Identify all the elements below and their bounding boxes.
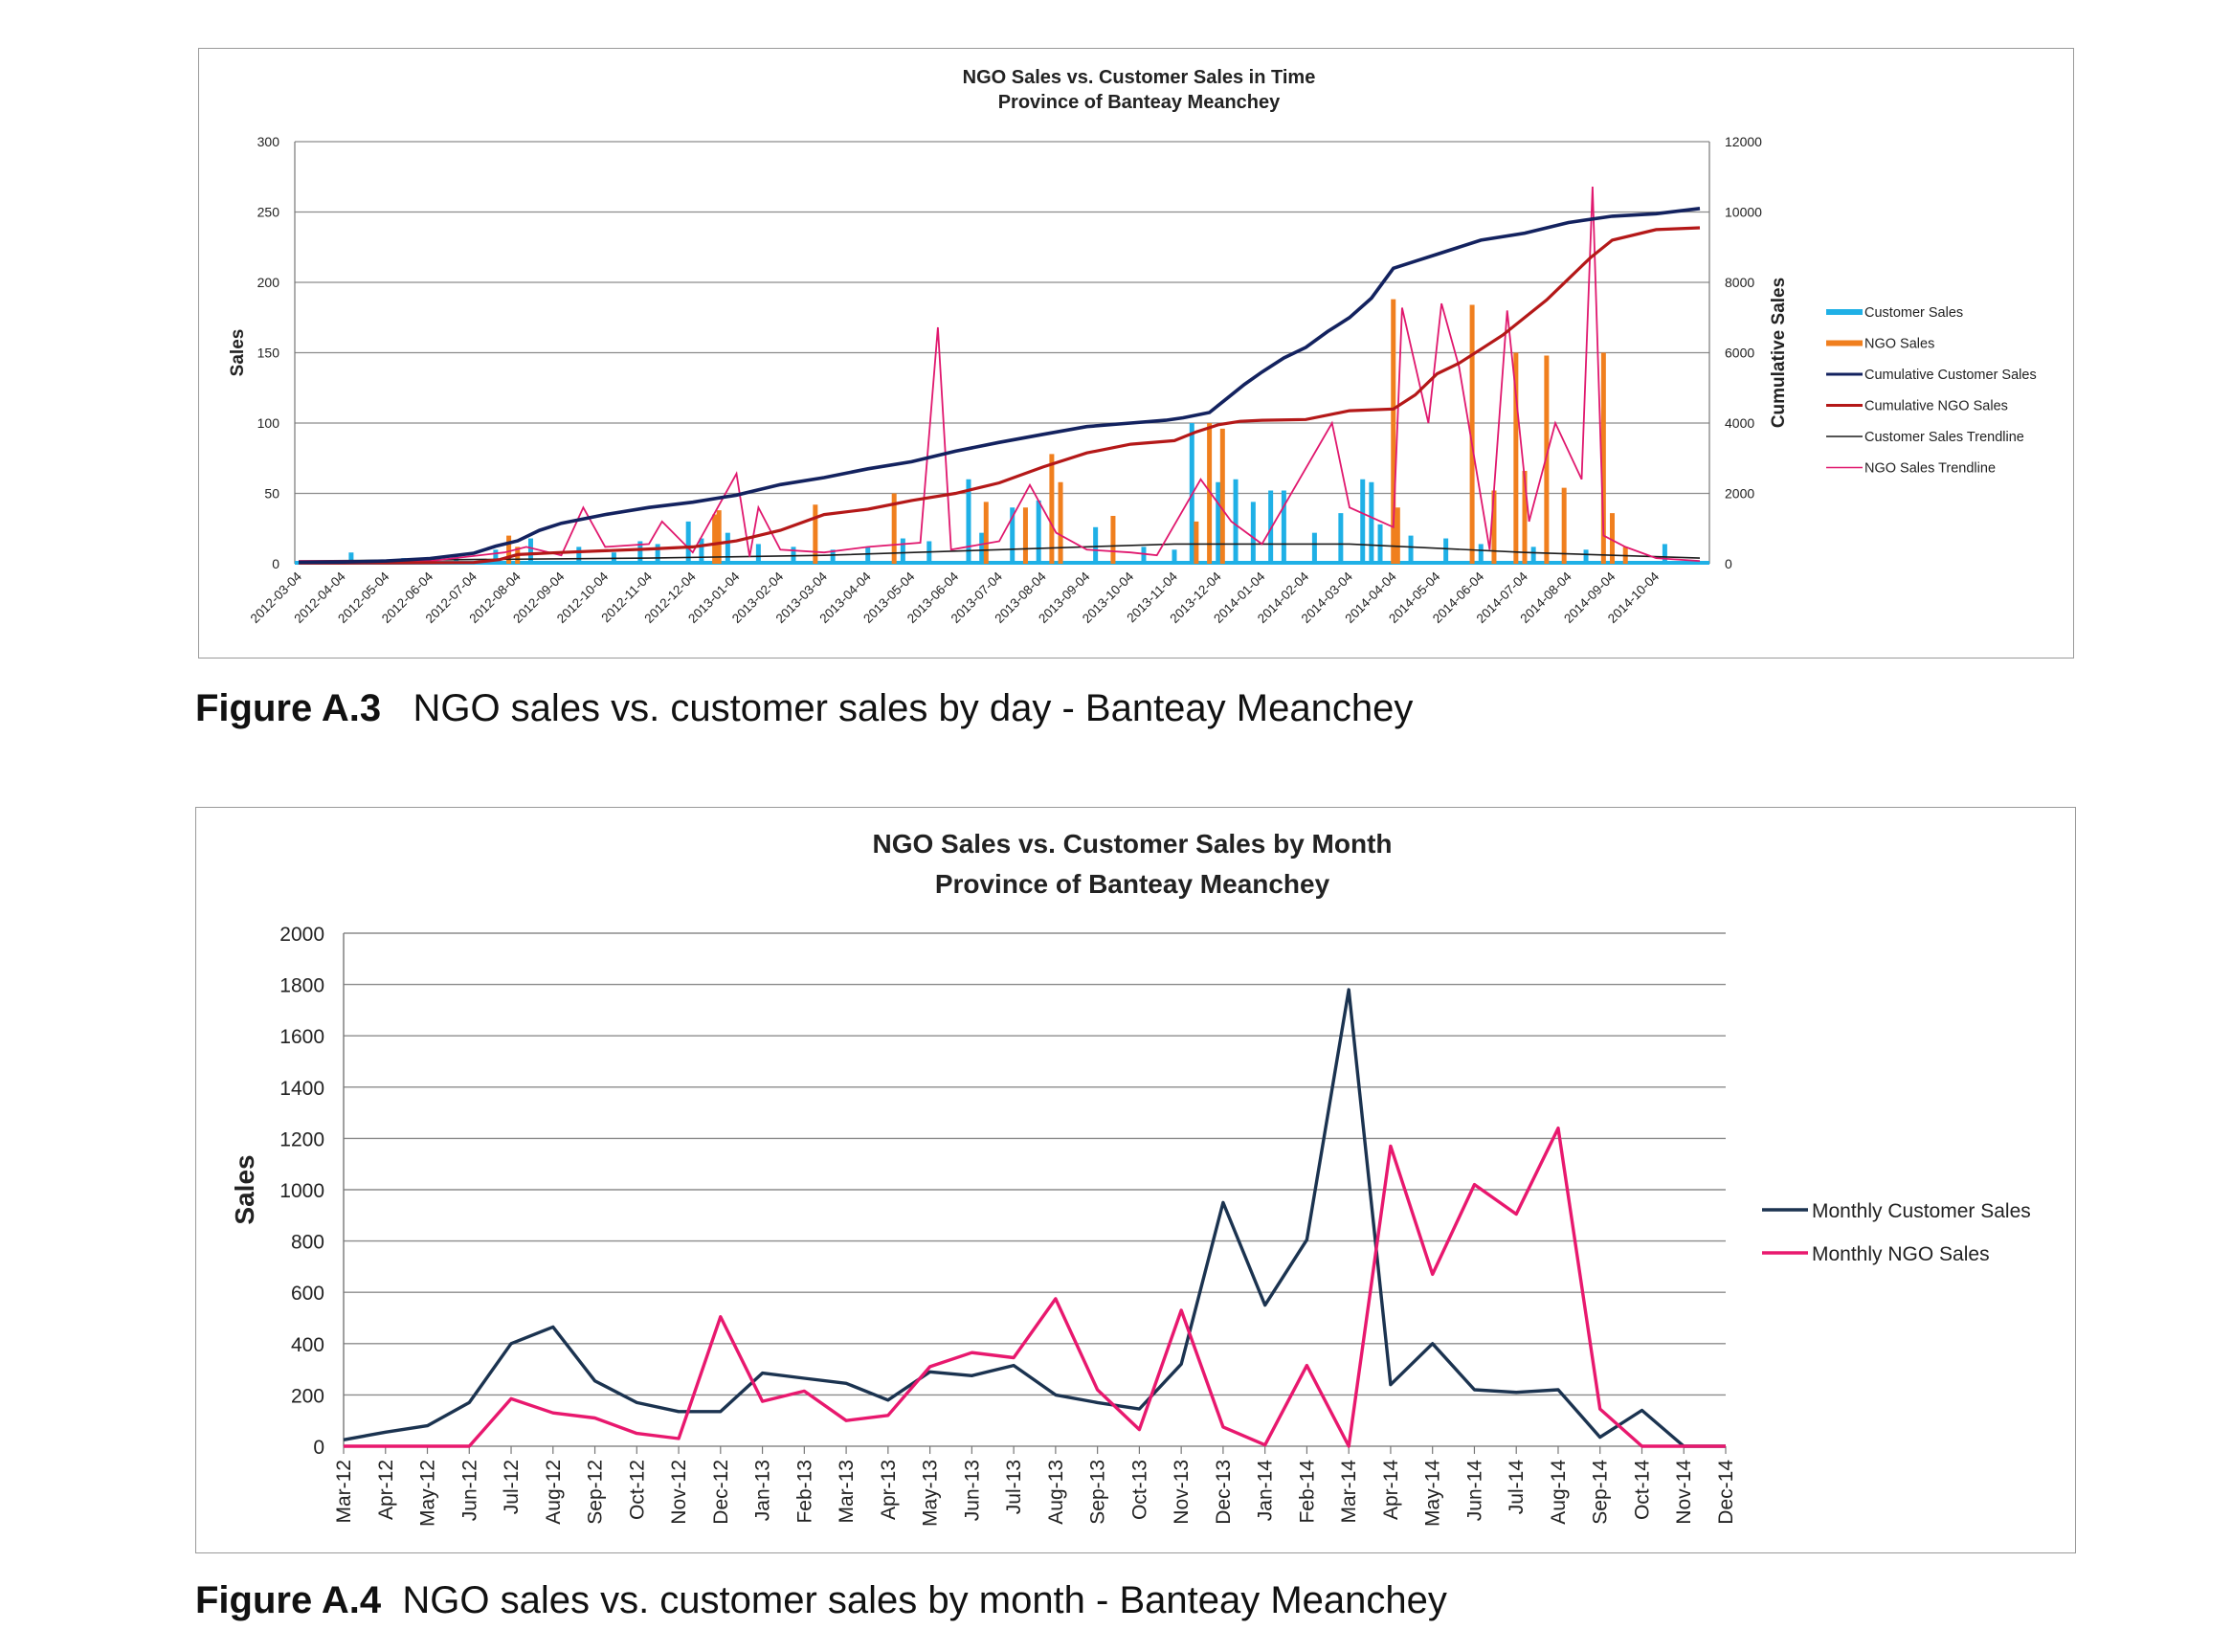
chart-title: NGO Sales vs. Customer Sales in Time <box>963 67 1316 88</box>
x-tick-label: Mar-12 <box>333 1460 355 1524</box>
x-tick-label: Oct-13 <box>1128 1460 1150 1520</box>
x-tick-label: Jul-14 <box>1506 1460 1528 1515</box>
legend-label: Customer Sales <box>1864 305 1963 321</box>
x-tick-label: Nov-13 <box>1171 1460 1193 1525</box>
y-tick-label: 800 <box>291 1232 324 1254</box>
x-tick-label: Jul-13 <box>1003 1460 1025 1514</box>
y-tick-label: 1600 <box>279 1026 324 1048</box>
y2-tick-label: 2000 <box>1725 486 1754 502</box>
x-tick-label: Jun-13 <box>961 1460 983 1521</box>
y-tick-label: 0 <box>272 556 279 571</box>
x-tick-label: Feb-13 <box>793 1460 815 1524</box>
y-tick-label: 300 <box>257 134 280 149</box>
y2-axis-label: Cumulative Sales <box>1769 278 1789 428</box>
y-axis-label: Sales <box>230 1154 259 1224</box>
chart-daily-frame: NGO Sales vs. Customer Sales in Time Prov… <box>198 48 2074 659</box>
x-tick-label: Sep-14 <box>1590 1460 1612 1525</box>
x-tick-label: Feb-14 <box>1296 1460 1318 1524</box>
y-tick-label: 0 <box>313 1437 324 1459</box>
y-tick-label: 600 <box>291 1283 324 1305</box>
chart-subtitle: Province of Banteay Meanchey <box>935 869 1330 899</box>
x-tick-label: Dec-13 <box>1213 1460 1235 1525</box>
x-tick-label: Jan-13 <box>752 1460 774 1521</box>
x-tick-label: Dec-12 <box>710 1460 732 1525</box>
x-tick-label: Apr-13 <box>878 1460 900 1520</box>
x-tick-label: Sep-12 <box>585 1460 607 1525</box>
y2-tick-label: 0 <box>1725 556 1732 571</box>
x-tick-label: Mar-14 <box>1338 1460 1360 1524</box>
x-tick-label: Jun-14 <box>1463 1460 1485 1522</box>
y2-tick-label: 4000 <box>1725 415 1754 431</box>
x-tick-label: Jan-14 <box>1255 1460 1277 1522</box>
customer-trendline <box>298 543 1701 562</box>
x-tick-label: Oct-12 <box>626 1460 648 1520</box>
chart-daily: NGO Sales vs. Customer Sales in Time Prov… <box>228 67 2037 626</box>
figure-a4-text: NGO sales vs. customer sales by month - … <box>402 1579 1447 1621</box>
x-tick-label: Aug-13 <box>1045 1460 1067 1525</box>
y-tick-label: 2000 <box>279 924 324 946</box>
y-tick-label: 200 <box>257 275 280 290</box>
y-tick-label: 1800 <box>279 975 324 997</box>
figure-a4-caption: Figure A.4 NGO sales vs. customer sales … <box>195 1579 1447 1622</box>
x-tick-label: Dec-14 <box>1715 1460 1737 1525</box>
chart-monthly: NGO Sales vs. Customer Sales by Month Pro… <box>230 829 2031 1527</box>
legend-label: Cumulative Customer Sales <box>1864 368 2037 383</box>
monthly-customer-line <box>343 988 1726 1448</box>
legend-label: Monthly Customer Sales <box>1812 1200 2031 1222</box>
y-tick-label: 200 <box>291 1385 324 1407</box>
y-tick-label: 1200 <box>279 1128 324 1150</box>
x-tick-label: Aug-14 <box>1548 1460 1570 1525</box>
x-tick-label: Jul-12 <box>501 1460 523 1514</box>
chart-monthly-frame: NGO Sales vs. Customer Sales by Month Pro… <box>195 807 2076 1553</box>
y-axis-label: Sales <box>228 329 248 377</box>
chart-subtitle: Province of Banteay Meanchey <box>998 92 1281 113</box>
figure-a3-label: Figure A.3 <box>195 687 382 729</box>
x-tick-label: May-12 <box>417 1460 439 1527</box>
figure-a4-label: Figure A.4 <box>195 1579 382 1621</box>
y-tick-label: 100 <box>257 415 280 431</box>
legend-label: Cumulative NGO Sales <box>1864 399 2008 414</box>
legend-label: Monthly NGO Sales <box>1812 1243 1990 1265</box>
y2-tick-label: 8000 <box>1725 275 1754 290</box>
figure-a3-caption: Figure A.3 NGO sales vs. customer sales … <box>195 687 1413 730</box>
chart-title: NGO Sales vs. Customer Sales by Month <box>872 829 1392 859</box>
x-tick-label: Apr-14 <box>1380 1460 1402 1520</box>
figure-a3-text: NGO sales vs. customer sales by day - Ba… <box>413 687 1414 729</box>
cumulative-ngo-line <box>299 226 1701 565</box>
legend-label: NGO Sales Trendline <box>1864 461 1996 477</box>
ngo-trendline <box>299 186 1701 562</box>
y-tick-label: 50 <box>264 486 279 502</box>
x-tick-label: Sep-13 <box>1087 1460 1109 1525</box>
legend-label: NGO Sales <box>1864 337 1934 352</box>
y2-tick-label: 10000 <box>1725 205 1762 220</box>
x-tick-label: Apr-12 <box>375 1460 397 1520</box>
x-tick-label: Nov-12 <box>668 1460 690 1525</box>
x-tick-label: Nov-14 <box>1673 1460 1695 1525</box>
y-tick-label: 400 <box>291 1334 324 1356</box>
y-tick-label: 250 <box>257 205 280 220</box>
x-tick-label: Oct-14 <box>1631 1460 1653 1520</box>
x-tick-label: Aug-12 <box>543 1460 565 1525</box>
monthly-ngo-line <box>344 1127 1726 1448</box>
y2-tick-label: 12000 <box>1725 134 1762 149</box>
legend-label: Customer Sales Trendline <box>1864 430 2024 445</box>
x-tick-label: May-13 <box>920 1460 942 1527</box>
y-tick-label: 1400 <box>279 1078 324 1100</box>
y-tick-label: 1000 <box>279 1180 324 1202</box>
x-tick-label: Jun-12 <box>458 1460 480 1521</box>
y2-tick-label: 6000 <box>1725 346 1754 361</box>
cumulative-customer-line <box>298 207 1701 565</box>
x-tick-label: Mar-13 <box>836 1460 858 1524</box>
x-tick-label: May-14 <box>1422 1460 1444 1527</box>
y-tick-label: 150 <box>257 346 280 361</box>
